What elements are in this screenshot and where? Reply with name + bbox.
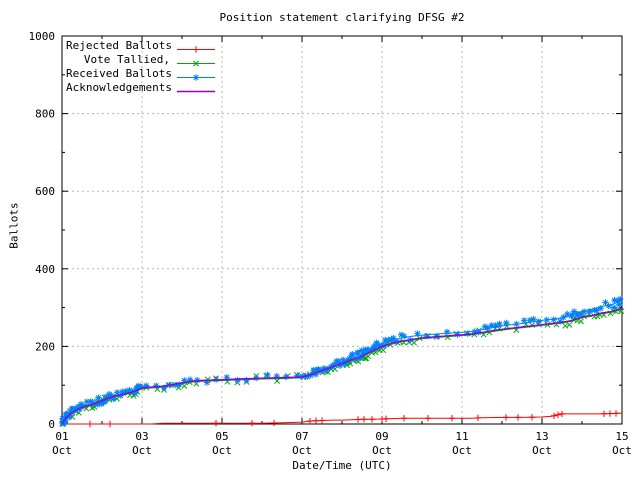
x-tick-label: Oct [452,444,472,457]
x-tick-label: 09 [375,430,388,443]
x-tick-label: 03 [135,430,148,443]
y-tick-label: 800 [35,108,55,121]
x-tick-label: 15 [615,430,628,443]
legend: Rejected Ballots Vote Tallied, Received … [66,38,215,94]
x-tick-label: 11 [455,430,468,443]
y-tick-labels: 0 200 400 600 800 1000 [29,30,56,431]
x-tick-label: Oct [532,444,552,457]
legend-item-rejected: Rejected Ballots [66,38,215,53]
y-tick-label: 600 [35,185,55,198]
x-tick-label: Oct [52,444,72,457]
x-tick-label: 01 [55,430,68,443]
gridlines [62,36,622,424]
legend-sample-rejected-icon [177,40,215,53]
legend-label-received: Received Ballots [66,66,172,80]
x-tick-label: 07 [295,430,308,443]
legend-item-received: Received Ballots [66,66,215,81]
x-tick-label: Oct [292,444,312,457]
legend-item-tallied: Vote Tallied, [66,52,215,66]
y-tick-label: 400 [35,263,55,276]
x-tick-label: Oct [212,444,232,457]
x-tick-label: 13 [535,430,548,443]
chart-title: Position statement clarifying DFSG #2 [219,11,465,24]
plot-border [61,35,623,425]
y-tick-label: 200 [35,340,55,353]
legend-sample-received-icon [177,68,215,81]
x-tick-label: 05 [215,430,228,443]
legend-sample-acknowledgements-icon [177,82,215,93]
series-received [59,295,624,427]
legend-sample-tallied-icon [177,54,215,66]
x-tick-label: Oct [612,444,632,457]
legend-item-acknowledgements: Acknowledgements [66,80,215,94]
y-tick-label: 1000 [29,30,56,43]
y-axis-label: Ballots [7,202,21,249]
legend-label-acknowledgements: Acknowledgements [66,80,172,94]
x-tick-label: Oct [372,444,392,457]
series-rejected [62,410,623,428]
y-tick-label: 0 [48,418,55,431]
series-acknowledgements [61,307,623,425]
legend-label-rejected: Rejected Ballots [66,38,172,52]
x-axis-label: Date/Time (UTC) [292,459,392,472]
legend-label-tallied: Vote Tallied, [83,52,170,66]
x-tick-label: Oct [132,444,152,457]
